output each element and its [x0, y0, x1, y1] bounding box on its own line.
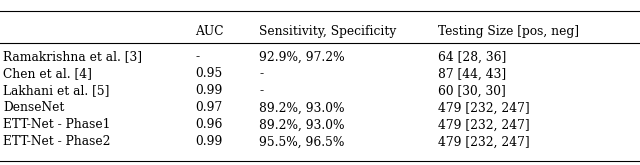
Text: AUC: AUC [195, 25, 224, 38]
Text: 479 [232, 247]: 479 [232, 247] [438, 101, 530, 114]
Text: 0.96: 0.96 [195, 118, 223, 131]
Text: Testing Size [pos, neg]: Testing Size [pos, neg] [438, 25, 579, 38]
Text: 60 [30, 30]: 60 [30, 30] [438, 84, 506, 97]
Text: DenseNet: DenseNet [3, 101, 65, 114]
Text: 479 [232, 247]: 479 [232, 247] [438, 135, 530, 148]
Text: 479 [232, 247]: 479 [232, 247] [438, 118, 530, 131]
Text: 89.2%, 93.0%: 89.2%, 93.0% [259, 101, 345, 114]
Text: 95.5%, 96.5%: 95.5%, 96.5% [259, 135, 344, 148]
Text: Ramakrishna et al. [3]: Ramakrishna et al. [3] [3, 50, 142, 63]
Text: 89.2%, 93.0%: 89.2%, 93.0% [259, 118, 345, 131]
Text: Chen et al. [4]: Chen et al. [4] [3, 67, 92, 80]
Text: 87 [44, 43]: 87 [44, 43] [438, 67, 506, 80]
Text: -: - [259, 67, 263, 80]
Text: 0.95: 0.95 [195, 67, 223, 80]
Text: 0.99: 0.99 [195, 84, 223, 97]
Text: 0.99: 0.99 [195, 135, 223, 148]
Text: Sensitivity, Specificity: Sensitivity, Specificity [259, 25, 396, 38]
Text: ETT-Net - Phase1: ETT-Net - Phase1 [3, 118, 111, 131]
Text: 64 [28, 36]: 64 [28, 36] [438, 50, 507, 63]
Text: Lakhani et al. [5]: Lakhani et al. [5] [3, 84, 109, 97]
Text: 92.9%, 97.2%: 92.9%, 97.2% [259, 50, 345, 63]
Text: ETT-Net - Phase2: ETT-Net - Phase2 [3, 135, 111, 148]
Text: 0.97: 0.97 [195, 101, 223, 114]
Text: -: - [195, 50, 199, 63]
Text: -: - [259, 84, 263, 97]
